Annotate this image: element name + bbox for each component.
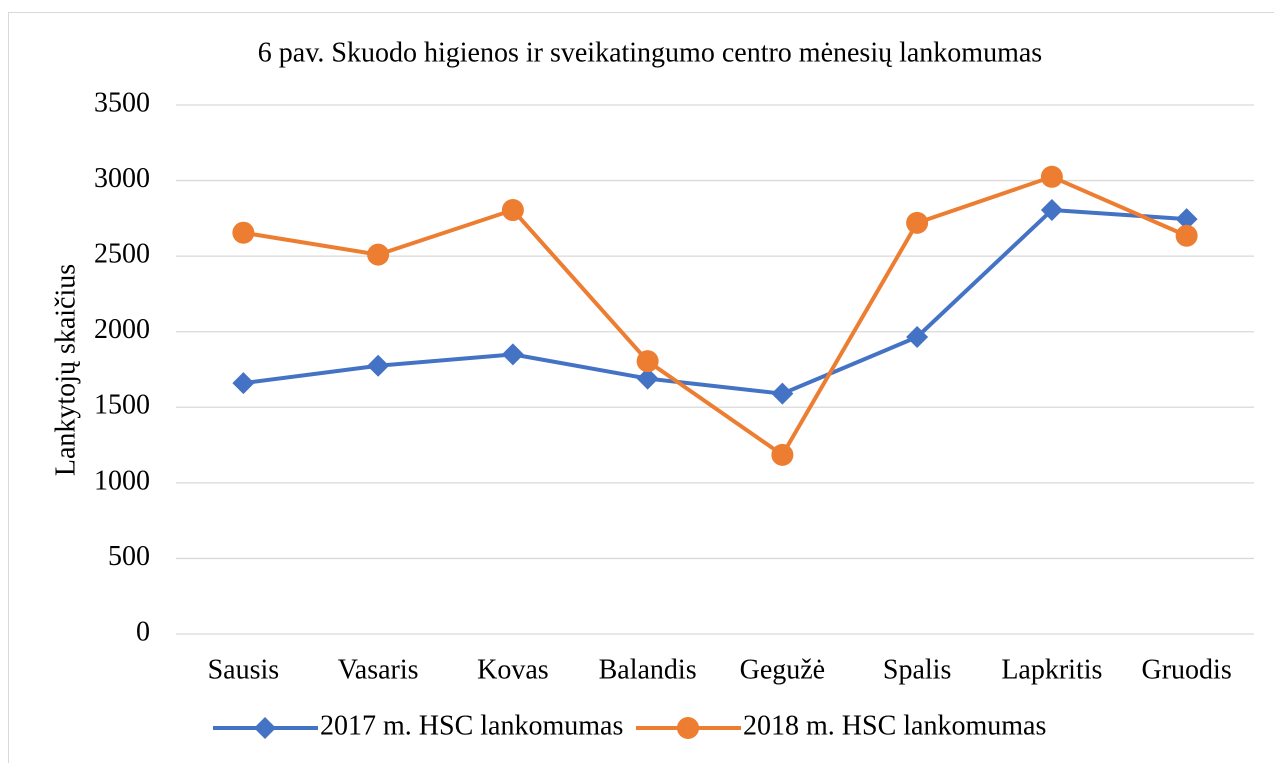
y-tick-label: 1500 (94, 390, 150, 421)
chart-title: 6 pav. Skuodo higienos ir sveikatingumo … (258, 37, 1042, 68)
x-tick-label: Vasaris (338, 654, 419, 685)
x-tick-label: Spalis (883, 654, 951, 685)
data-point (232, 372, 255, 395)
data-point (1040, 165, 1063, 188)
x-tick-label: Lapkritis (1001, 654, 1102, 685)
y-tick-label: 2000 (94, 314, 150, 345)
legend-label: 2018 m. HSC lankomumas (743, 710, 1046, 741)
data-point (1175, 224, 1198, 247)
data-point (906, 326, 929, 349)
y-axis-label: Lankytojų skaičius (50, 264, 81, 476)
data-point (367, 243, 390, 266)
data-point (771, 382, 794, 405)
y-tick-label: 1000 (94, 465, 150, 496)
y-tick-label: 0 (136, 616, 150, 647)
x-tick-label: Gegužė (740, 654, 826, 685)
data-point (367, 354, 390, 377)
data-point (771, 443, 794, 466)
data-point (636, 350, 659, 373)
x-tick-label: Kovas (477, 654, 549, 685)
y-tick-label: 3000 (94, 163, 150, 194)
legend-marker (677, 717, 699, 739)
x-tick-label: Gruodis (1142, 654, 1232, 685)
y-tick-label: 500 (108, 541, 150, 572)
series-line (243, 208, 1187, 396)
legend-label: 2017 m. HSC lankomumas (320, 710, 623, 741)
y-tick-label: 2500 (94, 239, 150, 270)
data-point (1175, 208, 1198, 231)
data-point (501, 343, 524, 366)
series-line (243, 174, 1188, 457)
data-point (636, 367, 659, 390)
x-tick-label: Sausis (208, 654, 280, 685)
y-tick-label: 3500 (94, 87, 150, 118)
data-point (501, 199, 524, 222)
x-tick-label: Balandis (599, 654, 697, 685)
data-point (232, 221, 255, 244)
legend-marker (254, 717, 276, 739)
data-point (1040, 199, 1063, 222)
chart-frame (8, 12, 1274, 763)
data-point (906, 211, 929, 234)
